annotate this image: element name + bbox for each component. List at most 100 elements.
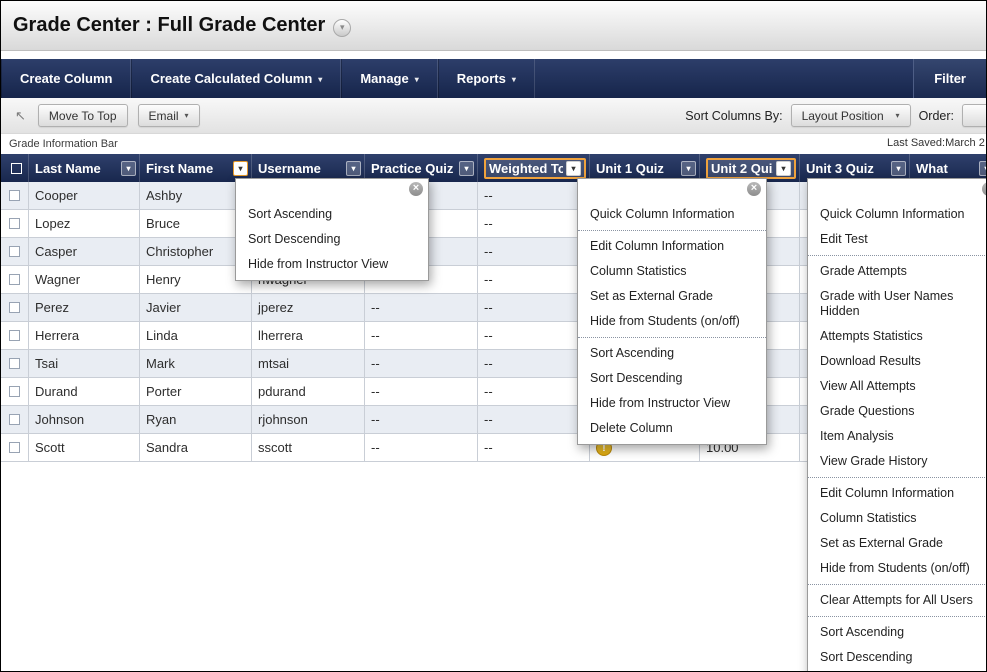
menu-item[interactable]: Hide from Students (on/off) bbox=[820, 561, 970, 575]
chevron-down-icon: ▾ bbox=[318, 75, 323, 84]
email-button[interactable]: Email ▾ bbox=[137, 104, 200, 127]
row-checkbox[interactable] bbox=[9, 330, 20, 341]
weighted-total-cell: -- bbox=[478, 182, 590, 210]
menu-item[interactable]: View All Attempts bbox=[820, 379, 916, 393]
nav-tab-label: Reports bbox=[456, 71, 506, 86]
menu-item[interactable]: Set as External Grade bbox=[820, 536, 943, 550]
menu-group: Quick Column Information Edit Test bbox=[808, 199, 986, 255]
nav-tab[interactable]: Manage ▾ bbox=[341, 59, 438, 98]
last-name-menu-button[interactable]: ▾ bbox=[121, 160, 136, 176]
menu-item[interactable]: Edit Column Information bbox=[590, 239, 725, 253]
menu-item[interactable]: Hide from Students (on/off) bbox=[590, 314, 740, 328]
nav-tab[interactable]: Create Calculated Column ▾ bbox=[131, 59, 342, 98]
weighted-total-cell: -- bbox=[478, 322, 590, 350]
row-checkbox[interactable] bbox=[9, 246, 20, 257]
row-checkbox[interactable] bbox=[9, 218, 20, 229]
practice-quiz-menu-button[interactable]: ▾ bbox=[459, 160, 474, 176]
menu-item[interactable]: Column Statistics bbox=[590, 264, 687, 278]
menu-group: Sort Ascending Sort Descending Hide from I… bbox=[236, 199, 428, 280]
selected-column-highlight: Weighted Tota ▾ bbox=[484, 157, 586, 179]
first-name-cell: Ryan bbox=[140, 406, 252, 434]
row-checkbox[interactable] bbox=[9, 386, 20, 397]
header-unit3-quiz: Unit 3 Quiz ▾ bbox=[800, 154, 910, 182]
row-checkbox[interactable] bbox=[9, 302, 20, 313]
menu-item[interactable]: Quick Column Information bbox=[820, 207, 965, 221]
menu-item[interactable]: Item Analysis bbox=[820, 429, 894, 443]
menu-item[interactable]: Quick Column Information bbox=[590, 207, 735, 221]
menu-item[interactable]: Delete Column bbox=[590, 421, 673, 435]
nav-tab[interactable]: Create Column ▾ bbox=[1, 59, 132, 98]
sort-columns-by-label: Sort Columns By: bbox=[685, 108, 783, 123]
menu-item[interactable]: Hide from Instructor View bbox=[248, 257, 389, 271]
row-select-cell bbox=[1, 378, 29, 406]
order-dropdown[interactable] bbox=[962, 104, 986, 127]
chevron-down-icon: ▾ bbox=[511, 75, 516, 84]
menu-group: Edit Column Information Column Statistics… bbox=[578, 230, 766, 337]
select-all-checkbox[interactable] bbox=[10, 162, 22, 174]
menu-item[interactable]: Sort Descending bbox=[820, 650, 913, 664]
row-checkbox[interactable] bbox=[9, 442, 20, 453]
close-menu-icon[interactable]: × bbox=[747, 182, 761, 196]
menu-item[interactable]: Hide from Instructor View bbox=[590, 396, 731, 410]
username-menu-button[interactable]: ▾ bbox=[346, 160, 361, 176]
move-to-top-button[interactable]: Move To Top bbox=[37, 104, 128, 127]
header-weighted-total: Weighted Tota ▾ bbox=[478, 154, 590, 182]
last-name-cell: Durand bbox=[29, 378, 140, 406]
layout-position-value: Layout Position bbox=[801, 108, 884, 123]
row-checkbox[interactable] bbox=[9, 190, 20, 201]
menu-item[interactable]: Edit Column Information bbox=[820, 486, 955, 500]
header-what: What ▾ bbox=[910, 154, 986, 182]
menu-item[interactable]: Sort Ascending bbox=[248, 207, 333, 221]
header-practice-quiz: Practice Quiz ▾ bbox=[365, 154, 478, 182]
weighted-total-cell: -- bbox=[478, 434, 590, 462]
move-to-top-icon[interactable]: ↖ bbox=[15, 107, 26, 123]
menu-item[interactable]: Sort Descending bbox=[248, 232, 341, 246]
order-label: Order: bbox=[918, 108, 954, 123]
first-name-context-menu: × Sort Ascending Sort Descending Hide from… bbox=[235, 178, 429, 281]
row-checkbox[interactable] bbox=[9, 358, 20, 369]
nav-tab-label: Manage bbox=[360, 71, 409, 86]
last-name-cell: Perez bbox=[29, 294, 140, 322]
last-name-cell: Wagner bbox=[29, 266, 140, 294]
menu-item[interactable]: Attempts Statistics bbox=[820, 329, 923, 343]
first-name-menu-button[interactable]: ▾ bbox=[233, 160, 248, 176]
menu-item[interactable]: Sort Descending bbox=[590, 371, 683, 385]
chevron-down-icon: ▾ bbox=[184, 111, 189, 120]
menu-item[interactable]: Grade Questions bbox=[820, 404, 915, 418]
email-label: Email bbox=[148, 108, 179, 123]
row-select-cell bbox=[1, 406, 29, 434]
close-menu-icon[interactable]: × bbox=[982, 182, 986, 196]
sort-controls: Sort Columns By: Layout Position ▾ Order… bbox=[685, 104, 986, 127]
what-menu-button[interactable]: ▾ bbox=[979, 160, 986, 176]
menu-item[interactable]: Clear Attempts for All Users bbox=[820, 593, 973, 607]
menu-item[interactable]: Sort Ascending bbox=[590, 346, 675, 360]
last-name-cell: Tsai bbox=[29, 350, 140, 378]
menu-item[interactable]: Download Results bbox=[820, 354, 921, 368]
nav-tab[interactable]: Reports ▾ bbox=[437, 59, 535, 98]
menu-item[interactable]: Edit Test bbox=[820, 232, 868, 246]
close-menu-icon[interactable]: × bbox=[409, 182, 423, 196]
username-cell: rjohnson bbox=[252, 406, 365, 434]
menu-item[interactable]: View Grade History bbox=[820, 454, 928, 468]
menu-item[interactable]: Grade with User Names Hidden bbox=[820, 289, 954, 318]
menu-item[interactable]: Set as External Grade bbox=[590, 289, 713, 303]
menu-item[interactable]: Grade Attempts bbox=[820, 264, 907, 278]
weighted-total-menu-button[interactable]: ▾ bbox=[566, 160, 581, 176]
row-checkbox[interactable] bbox=[9, 274, 20, 285]
unit1-quiz-menu-button[interactable]: ▾ bbox=[681, 160, 696, 176]
column-context-menu: × Quick Column Information Edit Column I… bbox=[577, 178, 767, 445]
layout-position-dropdown[interactable]: Layout Position ▾ bbox=[790, 104, 911, 127]
first-name-cell: Sandra bbox=[140, 434, 252, 462]
test-column-context-menu: × Quick Column Information Edit Test Grad… bbox=[807, 178, 986, 671]
menu-item[interactable]: Sort Ascending bbox=[820, 625, 905, 639]
menu-item[interactable]: Column Statistics bbox=[820, 511, 917, 525]
row-checkbox[interactable] bbox=[9, 414, 20, 425]
unit2-quiz-menu-button[interactable]: ▾ bbox=[776, 160, 791, 176]
unit3-quiz-menu-button[interactable]: ▾ bbox=[891, 160, 906, 176]
nav-tab-label: Create Column bbox=[20, 71, 113, 86]
title-context-menu-icon[interactable]: ▾ bbox=[333, 18, 352, 37]
filter-button[interactable]: Filter bbox=[913, 59, 986, 98]
grade-information-bar: Grade Information Bar Last Saved:March 2 bbox=[1, 134, 986, 154]
